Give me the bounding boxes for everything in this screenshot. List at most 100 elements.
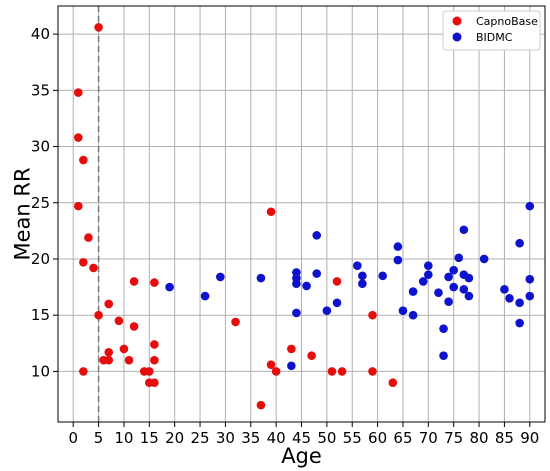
bidmc-point <box>459 225 469 235</box>
bidmc-point <box>358 279 367 289</box>
capnobase-point <box>150 355 159 365</box>
bidmc-point <box>525 274 535 284</box>
capnobase-point <box>79 155 88 165</box>
x-tick-label: 20 <box>165 429 184 447</box>
bidmc-point <box>287 361 296 371</box>
bidmc-point <box>439 351 448 360</box>
y-tick-label: 30 <box>31 138 50 156</box>
grid <box>58 6 545 422</box>
legend-label-capnobase: CapnoBase <box>476 15 538 28</box>
x-axis-label: Age <box>281 444 322 468</box>
bidmc-point <box>393 255 403 265</box>
bidmc-point <box>515 318 524 328</box>
bidmc-point <box>256 273 266 283</box>
capnobase-point <box>73 201 83 211</box>
bidmc-point <box>408 310 418 320</box>
capnobase-point <box>266 360 276 369</box>
bidmc-point <box>292 308 301 318</box>
y-tick-label: 15 <box>31 306 50 324</box>
legend-marker-bidmc <box>452 32 462 42</box>
x-axis-ticks: 0 5 10 15 20 25 30 35 40 45 50 55 60 65 70 75 80 85 90 <box>68 422 539 447</box>
capnobase-point <box>73 133 83 142</box>
bidmc-point <box>515 298 524 308</box>
bidmc-point <box>378 271 387 281</box>
legend-box <box>442 10 541 51</box>
capnobase-point <box>231 317 240 327</box>
bidmc-point <box>302 281 311 291</box>
bidmc-point <box>353 261 362 271</box>
x-tick-label: 35 <box>241 429 260 447</box>
capnobase-point <box>94 310 103 320</box>
capnobase-point <box>307 351 316 360</box>
capnobase-point <box>104 299 114 309</box>
bidmc-point <box>312 231 322 240</box>
x-tick-label: 5 <box>94 429 104 447</box>
y-tick-label: 40 <box>31 25 50 43</box>
capnobase-point <box>119 344 129 354</box>
x-tick-label: 25 <box>190 429 209 447</box>
x-tick-label: 0 <box>68 429 78 447</box>
legend-marker-capnobase <box>452 16 462 26</box>
x-tick-label: 90 <box>520 429 539 447</box>
capnobase-point <box>337 367 347 376</box>
capnobase-point <box>129 322 139 331</box>
y-tick-label: 20 <box>31 250 50 268</box>
capnobase-point <box>94 23 103 32</box>
capnobase-point <box>73 88 83 97</box>
bidmc-point <box>216 272 225 282</box>
bidmc-point <box>200 291 210 301</box>
bidmc-point <box>454 253 464 263</box>
capnobase-point <box>79 258 88 267</box>
capnobase-point <box>368 310 377 320</box>
bidmc-point <box>434 288 443 298</box>
bidmc-point <box>505 294 514 303</box>
x-tick-label: 55 <box>343 429 362 447</box>
data-points <box>73 23 535 410</box>
capnobase-point <box>332 277 342 286</box>
bidmc-point <box>398 306 408 315</box>
bidmc-point <box>479 254 489 264</box>
capnobase-point <box>84 233 93 242</box>
bidmc-point <box>515 238 524 248</box>
capnobase-point <box>256 400 266 410</box>
y-tick-label: 25 <box>31 194 50 212</box>
x-tick-label: 50 <box>317 429 336 447</box>
capnobase-point <box>104 347 114 357</box>
x-tick-label: 75 <box>444 429 463 447</box>
capnobase-point <box>327 367 337 376</box>
bidmc-point <box>444 272 453 282</box>
x-tick-label: 30 <box>216 429 235 447</box>
capnobase-point <box>388 378 398 387</box>
x-tick-label: 65 <box>393 429 412 447</box>
y-tick-label: 35 <box>31 81 50 99</box>
capnobase-point <box>124 355 134 365</box>
capnobase-point <box>145 367 154 376</box>
bidmc-point <box>464 273 474 283</box>
bidmc-point <box>525 291 535 301</box>
bidmc-point <box>165 282 174 292</box>
capnobase-point <box>150 340 159 349</box>
bidmc-point <box>418 277 428 286</box>
bidmc-point <box>312 269 322 278</box>
bidmc-point <box>500 285 509 294</box>
capnobase-point <box>287 344 296 354</box>
capnobase-point <box>79 367 88 376</box>
x-tick-label: 45 <box>292 429 311 447</box>
capnobase-point <box>129 277 139 286</box>
y-axis-label: Mean RR <box>10 167 34 260</box>
x-tick-label: 40 <box>267 429 286 447</box>
capnobase-point <box>266 207 276 217</box>
bidmc-point <box>464 291 474 301</box>
legend: CapnoBase BIDMC <box>442 10 541 51</box>
x-tick-label: 85 <box>495 429 514 447</box>
bidmc-point <box>332 298 342 308</box>
bidmc-point <box>424 270 433 280</box>
x-tick-label: 10 <box>114 429 133 447</box>
bidmc-point <box>525 201 535 211</box>
legend-label-bidmc: BIDMC <box>476 31 513 44</box>
bidmc-point <box>322 306 332 315</box>
x-tick-label: 60 <box>368 429 387 447</box>
bidmc-point <box>449 265 458 275</box>
bidmc-point <box>408 287 418 296</box>
